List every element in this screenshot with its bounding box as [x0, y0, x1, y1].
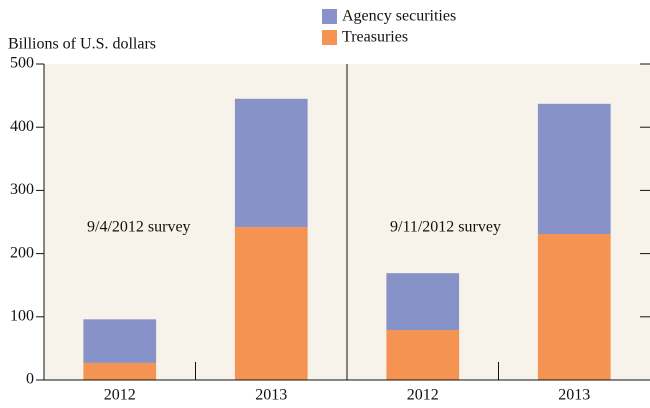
x-tick-label: 2012	[407, 387, 439, 404]
legend-swatch	[322, 30, 337, 45]
y-tick-label: 100	[10, 307, 34, 324]
x-tick-label: 2013	[558, 387, 590, 404]
bar-segment	[234, 227, 308, 380]
legend-swatch	[322, 9, 337, 24]
bar-segment	[83, 362, 157, 380]
bar-segment	[537, 103, 611, 235]
y-tick-label: 500	[10, 55, 34, 72]
bar-segment	[83, 319, 157, 363]
y-tick-label: 400	[10, 118, 34, 135]
x-tick-label: 2012	[104, 387, 136, 404]
panel-annotation: 9/11/2012 survey	[390, 219, 501, 236]
bar-segment	[386, 330, 460, 380]
y-axis-label: Billions of U.S. dollars	[8, 36, 156, 53]
bar-segment	[537, 234, 611, 380]
panel-annotation: 9/4/2012 survey	[87, 219, 191, 236]
y-tick-label: 200	[10, 244, 34, 261]
legend-label: Agency securities	[342, 8, 456, 25]
legend-label: Treasuries	[342, 29, 408, 46]
x-tick-label: 2013	[255, 387, 287, 404]
bar-segment	[234, 98, 308, 228]
bar-segment	[386, 273, 460, 331]
y-tick-label: 300	[10, 181, 34, 198]
y-tick-label: 0	[26, 371, 34, 388]
